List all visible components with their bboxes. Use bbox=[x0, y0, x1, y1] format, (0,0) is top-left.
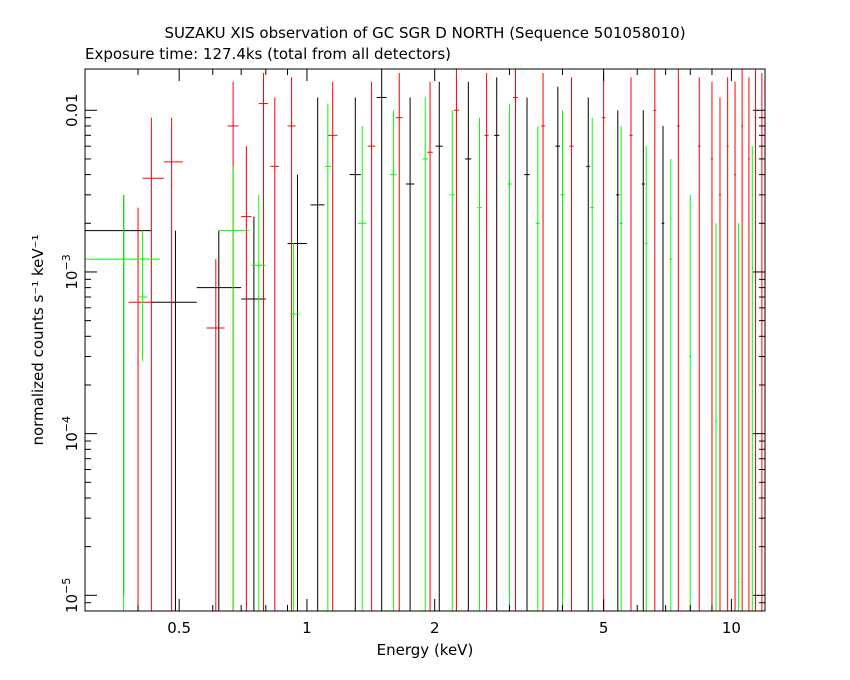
y-tick-label: 0.01 bbox=[63, 94, 81, 127]
data-point bbox=[218, 166, 249, 611]
data-point bbox=[748, 77, 750, 611]
data-point bbox=[138, 230, 148, 362]
data-point bbox=[206, 259, 225, 611]
data-point bbox=[435, 81, 443, 611]
data-point bbox=[569, 77, 574, 611]
data-point bbox=[349, 97, 361, 611]
data-point bbox=[151, 230, 197, 611]
data-point bbox=[427, 81, 433, 611]
data-point bbox=[85, 194, 160, 611]
data-point bbox=[710, 81, 713, 611]
data-point bbox=[367, 81, 376, 611]
x-axis-label: Energy (keV) bbox=[377, 641, 474, 659]
data-point bbox=[719, 97, 721, 611]
data-point bbox=[715, 223, 718, 611]
data-point bbox=[390, 110, 398, 611]
plot-frame bbox=[84, 68, 766, 612]
data-point bbox=[376, 69, 387, 611]
data-point bbox=[453, 69, 459, 611]
data-point bbox=[616, 110, 620, 611]
data-point bbox=[737, 223, 740, 611]
x-tick-label: 5 bbox=[599, 619, 609, 637]
data-point bbox=[524, 97, 530, 611]
data-point bbox=[541, 73, 546, 611]
data-point bbox=[751, 146, 754, 611]
data-point bbox=[513, 69, 518, 611]
data-point bbox=[289, 243, 300, 611]
data-point bbox=[555, 86, 561, 611]
data-point bbox=[405, 97, 415, 611]
data-point bbox=[697, 77, 701, 611]
data-point bbox=[601, 73, 606, 611]
data-point bbox=[726, 77, 729, 611]
data-point bbox=[590, 117, 595, 611]
y-tick-label: 10−5 bbox=[60, 578, 81, 613]
data-point bbox=[358, 125, 367, 611]
data-point bbox=[653, 69, 657, 611]
data-point bbox=[241, 146, 252, 611]
data-point bbox=[241, 216, 266, 611]
data-point bbox=[629, 77, 633, 611]
data-point bbox=[689, 194, 692, 611]
data-point bbox=[754, 69, 757, 611]
axis-layer: 0.5 1 2 5 10 10−5 10−4 10−3 0.01 bbox=[60, 69, 765, 637]
data-point bbox=[641, 110, 645, 611]
data-point bbox=[535, 125, 540, 611]
y-tick-label: 10−3 bbox=[60, 254, 81, 289]
data-point bbox=[477, 117, 482, 611]
data-point bbox=[142, 117, 164, 611]
data-point bbox=[310, 97, 325, 611]
data-point bbox=[676, 69, 680, 611]
x-tick-label: 2 bbox=[430, 619, 440, 637]
y-tick-label: 10−4 bbox=[60, 416, 81, 451]
data-point bbox=[163, 117, 183, 611]
data-point bbox=[324, 103, 332, 611]
x-tick-label: 10 bbox=[722, 619, 741, 637]
data-point bbox=[644, 146, 648, 611]
data-point bbox=[449, 110, 455, 611]
data-point bbox=[586, 97, 591, 611]
y-axis-label: normalized counts s⁻¹ keV⁻¹ bbox=[29, 234, 47, 445]
data-point bbox=[251, 194, 266, 611]
data-point bbox=[327, 81, 338, 611]
data-point bbox=[619, 125, 623, 611]
data-point bbox=[734, 81, 736, 611]
data-point bbox=[287, 77, 296, 611]
data-point bbox=[128, 207, 152, 611]
series-3 bbox=[85, 97, 754, 611]
data-point bbox=[465, 81, 472, 611]
data-point bbox=[560, 110, 565, 611]
data-point bbox=[422, 97, 429, 611]
data-point bbox=[258, 73, 269, 611]
series-2 bbox=[128, 69, 763, 611]
data-point bbox=[395, 73, 403, 611]
data-point bbox=[196, 230, 242, 611]
data-point bbox=[741, 69, 743, 611]
series-1 bbox=[85, 69, 665, 611]
data-point bbox=[494, 77, 500, 611]
chart-subtitle: Exposure time: 127.4ks (total from all d… bbox=[85, 45, 451, 63]
data-point bbox=[661, 125, 665, 611]
data-point bbox=[506, 103, 512, 611]
chart-title: SUZAKU XIS observation of GC SGR D NORTH… bbox=[164, 24, 685, 42]
data-point bbox=[669, 158, 673, 611]
data-point bbox=[484, 73, 489, 611]
data-point bbox=[270, 97, 280, 611]
x-tick-label: 0.5 bbox=[167, 619, 191, 637]
x-tick-label: 1 bbox=[302, 619, 312, 637]
data-layer bbox=[85, 69, 763, 611]
data-point bbox=[287, 174, 307, 611]
